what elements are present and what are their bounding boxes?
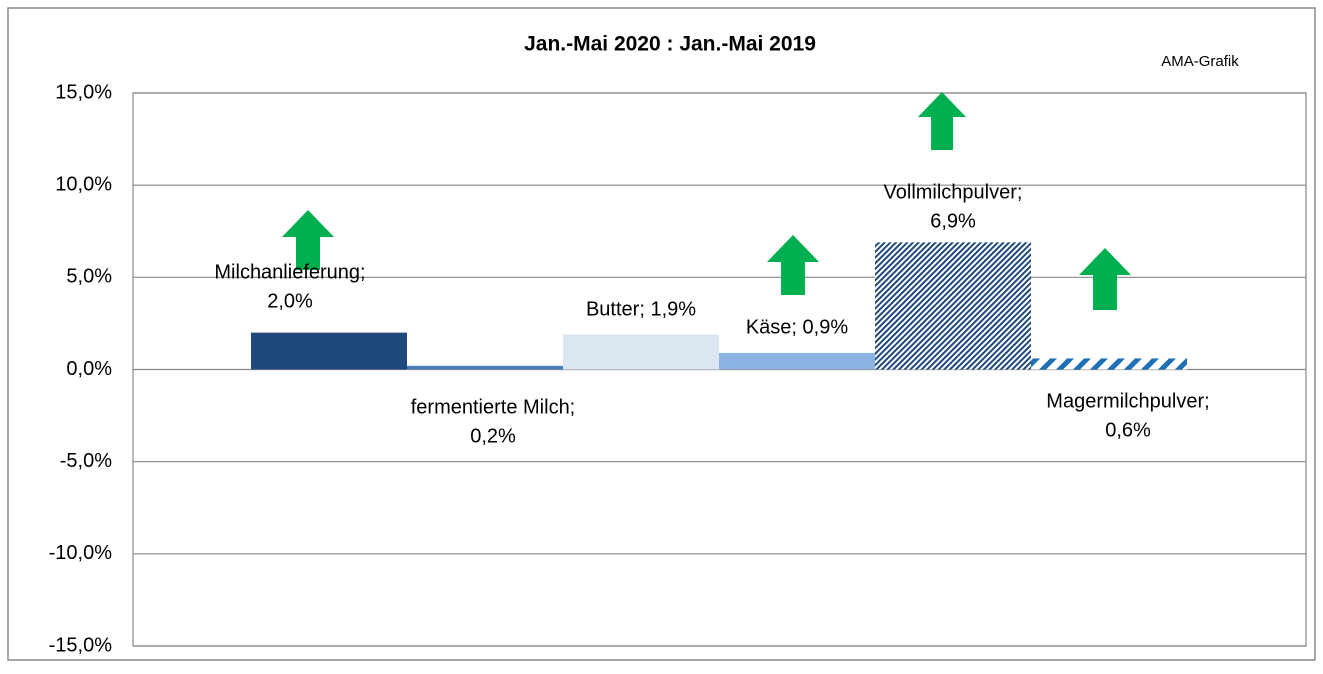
trend-arrows: [282, 92, 1131, 310]
chart-border: [7, 7, 1316, 661]
data-label: fermentierte Milch;: [411, 396, 576, 418]
data-label: 6,9%: [930, 210, 976, 232]
up-arrow: [1079, 248, 1131, 310]
data-label: Milchanlieferung;: [214, 261, 365, 283]
data-label: Käse; 0,9%: [746, 316, 849, 338]
y-tick-label: 15,0%: [55, 81, 112, 103]
y-tick-label: -15,0%: [49, 634, 113, 656]
data-label: Butter; 1,9%: [586, 298, 696, 320]
y-tick-label: 5,0%: [66, 266, 112, 288]
data-label: Magermilchpulver;: [1046, 390, 1209, 412]
data-label: 0,6%: [1105, 419, 1151, 441]
y-tick-label: 0,0%: [66, 358, 112, 380]
bar: [875, 242, 1031, 370]
chart-title: Jan.-Mai 2020 : Jan.-Mai 2019: [524, 33, 816, 56]
source-note: AMA-Grafik: [1161, 53, 1239, 70]
y-tick-label: -5,0%: [60, 450, 112, 472]
plot-border: [132, 92, 1307, 647]
y-tick-label: 10,0%: [55, 173, 112, 195]
up-arrow: [918, 92, 966, 150]
y-tick-label: -10,0%: [49, 542, 113, 564]
data-label: 0,2%: [470, 425, 516, 447]
bar: [563, 334, 719, 370]
up-arrow: [282, 210, 334, 270]
bar: [407, 365, 563, 370]
data-label: 2,0%: [267, 290, 313, 312]
data-label: Vollmilchpulver;: [884, 181, 1023, 203]
bar: [719, 352, 875, 370]
up-arrow: [767, 235, 819, 295]
bar: [251, 332, 407, 370]
bar: [1031, 358, 1187, 370]
